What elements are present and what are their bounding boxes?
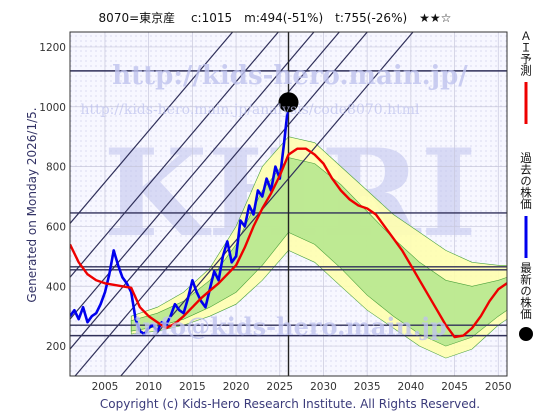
generated-note: Generated on Monday 2026/1/5.: [25, 107, 39, 302]
y-tick-label: 1200: [39, 42, 66, 54]
legend-label: 最新の株価: [519, 262, 533, 320]
x-tick-label: 2005: [92, 381, 119, 393]
y-tick-label: 1000: [39, 102, 66, 114]
x-tick-label: 2010: [135, 381, 162, 393]
axis-ticks: 2005 2010 2015 2020 2025 2030 2035 2040 2045 2050…: [39, 42, 511, 393]
y-tick-label: 200: [46, 341, 66, 353]
legend-label: ＡＩ予測: [519, 30, 533, 77]
watermark-url: http://kids-hero.main.jp/: [112, 61, 468, 91]
x-tick-label: 2050: [485, 381, 512, 393]
forecast-bands: [130, 136, 507, 359]
y-tick-label: 400: [46, 281, 66, 293]
watermark-analysis-url: http://kids-hero.main.jp/analysis/code80…: [80, 102, 420, 118]
channel-line: [70, 32, 234, 224]
x-tick-label: 2025: [266, 381, 293, 393]
plot-border: [69, 31, 508, 377]
x-tick-label: 2030: [310, 381, 337, 393]
x-tick-label: 2020: [223, 381, 250, 393]
x-tick-label: 2015: [179, 381, 206, 393]
x-tick-label: 2040: [397, 381, 424, 393]
series-forecast: [70, 147, 507, 339]
x-tick-label: 2035: [354, 381, 381, 393]
series-lines: [70, 102, 507, 339]
current-marker: [278, 92, 299, 113]
band-inner: [130, 157, 507, 347]
chart-title: 8070=東京産 c:1015 m:494(-51%) t:755(-26%) …: [99, 10, 452, 25]
x-tick-label: 2045: [441, 381, 468, 393]
series-past: [70, 102, 290, 336]
channel-line: [70, 32, 280, 278]
y-tick-label: 800: [46, 162, 66, 174]
y-tick-label: 600: [46, 221, 66, 233]
channel-lines: [70, 32, 414, 376]
copyright-footer: Copyright (c) Kids-Hero Research Institu…: [100, 397, 480, 411]
legend-swatch: [519, 327, 533, 341]
current-price-dot: [278, 92, 299, 113]
watermark-email: info@kids-hero.main.jp: [133, 312, 447, 341]
legend-label: 過去の株価: [519, 152, 533, 210]
